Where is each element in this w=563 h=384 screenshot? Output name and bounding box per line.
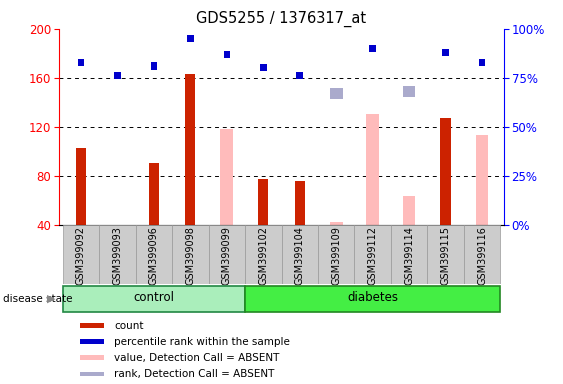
Bar xyxy=(114,72,120,79)
Bar xyxy=(80,356,104,360)
Bar xyxy=(443,49,449,56)
Text: GSM399115: GSM399115 xyxy=(441,227,450,285)
Text: GSM399098: GSM399098 xyxy=(185,227,195,285)
Bar xyxy=(149,164,159,225)
Bar xyxy=(245,225,282,284)
Bar xyxy=(78,59,84,66)
Bar xyxy=(403,86,415,98)
Text: GSM399112: GSM399112 xyxy=(368,227,378,285)
Bar xyxy=(76,147,86,225)
Text: GSM399092: GSM399092 xyxy=(76,227,86,285)
Bar xyxy=(297,72,303,79)
Bar xyxy=(367,114,379,225)
Text: GSM399096: GSM399096 xyxy=(149,227,159,285)
Bar xyxy=(185,74,195,225)
Bar xyxy=(294,180,305,225)
Bar xyxy=(224,51,230,58)
Bar xyxy=(479,59,485,66)
Text: value, Detection Call = ABSENT: value, Detection Call = ABSENT xyxy=(114,353,279,363)
Bar xyxy=(282,225,318,284)
Bar xyxy=(403,197,415,225)
Bar xyxy=(318,225,355,284)
Bar xyxy=(151,63,157,70)
Text: GSM399116: GSM399116 xyxy=(477,227,487,285)
Text: percentile rank within the sample: percentile rank within the sample xyxy=(114,337,290,347)
Bar xyxy=(330,88,342,99)
Bar xyxy=(355,225,391,284)
Text: count: count xyxy=(114,321,144,331)
Text: diabetes: diabetes xyxy=(347,291,398,305)
Bar xyxy=(62,286,245,311)
Bar xyxy=(260,65,266,71)
Bar xyxy=(99,225,136,284)
Bar xyxy=(427,225,464,284)
Text: GSM399102: GSM399102 xyxy=(258,227,269,285)
Bar xyxy=(80,323,104,328)
Text: disease state: disease state xyxy=(3,294,72,304)
Bar xyxy=(464,225,501,284)
Text: GSM399093: GSM399093 xyxy=(113,227,122,285)
Bar xyxy=(80,372,104,376)
Text: GSM399099: GSM399099 xyxy=(222,227,232,285)
Bar xyxy=(62,225,99,284)
Bar xyxy=(476,135,488,225)
Bar xyxy=(391,225,427,284)
Bar xyxy=(136,225,172,284)
Text: GSM399109: GSM399109 xyxy=(331,227,341,285)
Bar xyxy=(172,225,208,284)
Bar xyxy=(330,222,342,225)
Bar xyxy=(187,35,194,42)
Text: control: control xyxy=(133,291,175,305)
Bar xyxy=(258,179,269,225)
Text: ▶: ▶ xyxy=(47,294,55,304)
Bar xyxy=(208,225,245,284)
Text: rank, Detection Call = ABSENT: rank, Detection Call = ABSENT xyxy=(114,369,274,379)
Text: GSM399104: GSM399104 xyxy=(294,227,305,285)
Bar xyxy=(440,118,450,225)
Bar xyxy=(245,286,501,311)
Text: GSM399114: GSM399114 xyxy=(404,227,414,285)
Title: GDS5255 / 1376317_at: GDS5255 / 1376317_at xyxy=(196,11,367,27)
Bar xyxy=(221,129,233,225)
Bar xyxy=(369,45,376,52)
Bar xyxy=(80,339,104,344)
